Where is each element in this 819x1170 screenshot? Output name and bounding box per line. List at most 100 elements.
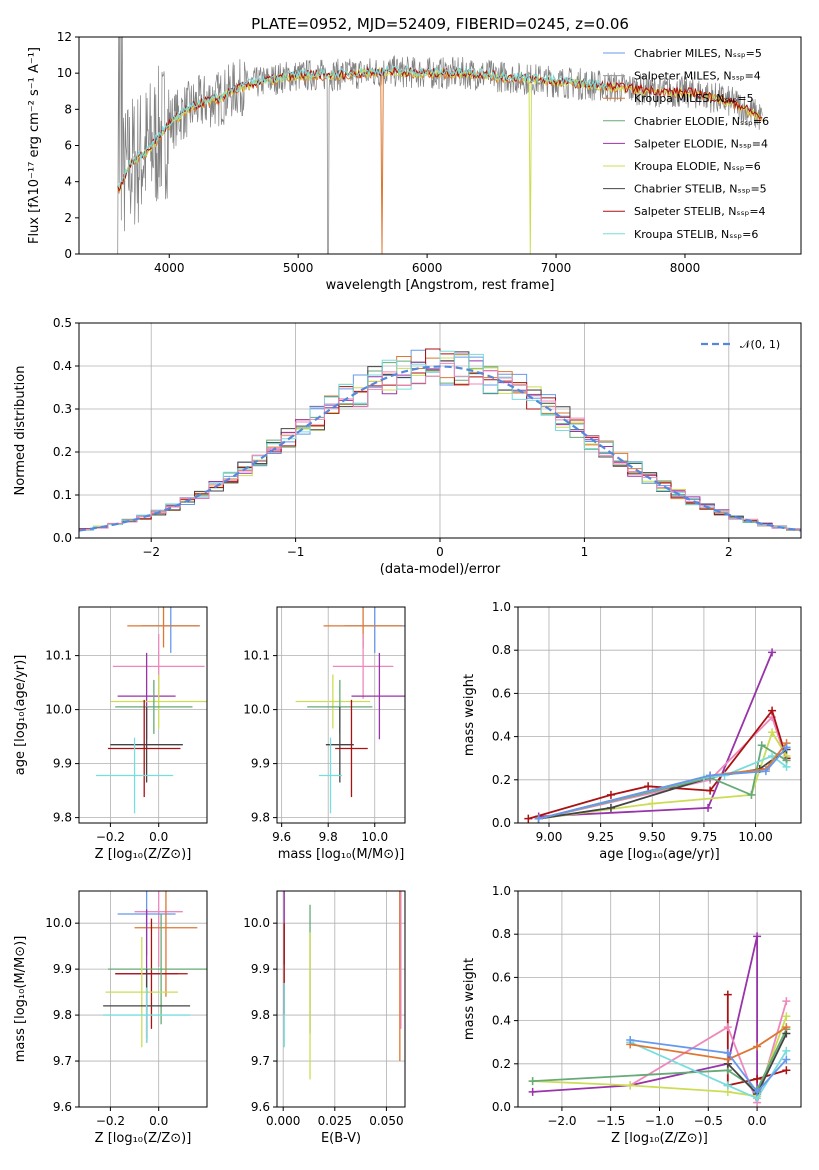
axes-frame — [517, 606, 802, 824]
plus-marker — [524, 814, 533, 823]
y-tick-label: 10.0 — [243, 703, 270, 717]
plot-area — [103, 891, 207, 1048]
x-tick-label: 9.25 — [587, 830, 614, 844]
y-tick-label: 10.0 — [243, 916, 270, 930]
legend: 𝒩(0, 1) — [701, 338, 780, 351]
x-tick-label: 9.50 — [639, 830, 666, 844]
axes-mass-vs-ebv: 0.000 0.025 0.050 9.6 9.7 9.8 9.9 10.0 E(B-V) — [243, 890, 406, 1146]
data-point — [107, 913, 207, 1025]
plus-marker — [606, 790, 615, 799]
x-tick-label: 1 — [581, 545, 589, 559]
legend-entry: Kroupa ELODIE, Nₛₛₚ=6 — [634, 160, 761, 173]
gridlines — [277, 891, 405, 1108]
plus-marker — [757, 741, 766, 750]
series-line — [534, 728, 791, 823]
plus-marker — [753, 1042, 762, 1051]
legend-entry: Chabrier ELODIE, Nₛₛₚ=6 — [634, 115, 769, 128]
y-tick-label: 0.0 — [492, 1100, 511, 1114]
y-tick-label: 9.6 — [53, 1100, 72, 1114]
y-tick-label: 0.5 — [53, 316, 72, 330]
data-point — [103, 987, 191, 1043]
plus-marker — [782, 1066, 791, 1075]
y-tick-label: 9.9 — [251, 962, 270, 976]
x-axis-label: mass [log₁₀(M/M⊙)] — [278, 847, 405, 862]
series-path — [538, 743, 787, 820]
data-point — [127, 607, 200, 648]
y-tick-label: 8 — [64, 102, 72, 116]
data-point — [110, 706, 183, 783]
axes-age-vs-Z: −0.2 0.0 9.8 9.9 10.0 10.1 Z [log₁₀(Z/Z⊙)] age … — [13, 606, 208, 862]
legend-entry: 𝒩(0, 1) — [740, 338, 780, 351]
x-tick-label: 9.00 — [536, 830, 563, 844]
y-tick-label: 10.0 — [45, 703, 72, 717]
y-tick-label: 0.0 — [53, 531, 72, 545]
x-tick-label: 10.0 — [361, 830, 388, 844]
plus-marker — [768, 728, 777, 737]
plot-area — [117, 37, 763, 254]
data-point — [332, 634, 394, 699]
plus-marker — [768, 648, 777, 657]
series-line — [534, 743, 791, 823]
plus-marker — [706, 786, 715, 795]
plot-area — [524, 648, 791, 823]
axes-frame — [517, 890, 802, 1108]
data-point — [115, 918, 188, 1029]
series-path — [528, 708, 788, 820]
plot-area — [295, 607, 405, 814]
axes-frame — [78, 36, 802, 255]
x-tick-label: 4000 — [154, 261, 185, 275]
series-path — [532, 936, 758, 1097]
x-tick-label: −0.2 — [96, 830, 125, 844]
y-tick-label: 9.6 — [251, 1100, 270, 1114]
x-tick-label: 0.050 — [369, 1114, 403, 1128]
y-tick-label: 9.9 — [251, 757, 270, 771]
data-point — [351, 652, 405, 740]
y-tick-label: 9.8 — [53, 1008, 72, 1022]
y-axis-label: mass weight — [462, 674, 477, 756]
gridlines — [79, 891, 207, 1108]
axes-frame — [78, 606, 208, 824]
data-point — [107, 699, 181, 798]
y-tick-label: 2 — [64, 211, 72, 225]
y-tick-label: 0.4 — [492, 1014, 511, 1028]
y-tick-label: 0.2 — [492, 773, 511, 787]
x-tick-label: 0.0 — [149, 1114, 168, 1128]
series-line — [626, 1036, 791, 1096]
gridlines — [277, 607, 405, 823]
series-path — [538, 746, 788, 820]
y-tick-label: 0.0 — [492, 816, 511, 830]
plus-marker — [723, 990, 732, 999]
plus-marker — [753, 1087, 762, 1096]
legend-entry: Kroupa STELIB, Nₛₛₚ=6 — [634, 228, 758, 241]
plus-marker — [782, 1012, 791, 1021]
x-axis-label: E(B-V) — [321, 1131, 361, 1146]
x-tick-label: −2.0 — [547, 1114, 576, 1128]
axes-frame — [276, 606, 406, 824]
chart-title: PLATE=0952, MJD=52409, FIBERID=0245, z=0… — [251, 15, 629, 33]
y-tick-label: 9.9 — [53, 962, 72, 976]
series-path — [538, 742, 788, 820]
legend-entry: Salpeter STELIB, Nₛₛₚ=4 — [634, 205, 766, 218]
axes-frame — [78, 322, 802, 539]
y-tick-label: 0.2 — [492, 1057, 511, 1071]
y-tick-label: 9.8 — [251, 1008, 270, 1022]
observed-spectrum — [117, 37, 763, 254]
axes-spectrum: 4000 5000 6000 7000 8000 0 2 4 6 8 10 12 wavelength … — [27, 15, 802, 293]
y-tick-label: 9.8 — [251, 811, 270, 825]
x-tick-label: 0.0 — [748, 1114, 767, 1128]
legend-entry: Kroupa MILES, Nₛₛₚ=5 — [634, 92, 754, 105]
legend: Chabrier MILES, Nₛₛₚ=5 Salpeter MILES, Nₛ… — [603, 47, 769, 241]
x-axis-label: age [log₁₀(age/yr)] — [599, 847, 720, 862]
y-tick-label: 12 — [57, 30, 72, 44]
x-tick-label: 8000 — [670, 261, 701, 275]
data-point — [115, 679, 193, 734]
y-tick-label: 0.4 — [53, 359, 72, 373]
plus-marker — [723, 1081, 732, 1090]
y-axis-label: age [log₁₀(age/yr)] — [13, 655, 28, 776]
x-axis-label: Z [log₁₀(Z/Z⊙)] — [95, 1131, 192, 1146]
plus-marker — [768, 752, 777, 761]
x-tick-label: 5000 — [283, 261, 314, 275]
plus-marker — [626, 1036, 635, 1045]
